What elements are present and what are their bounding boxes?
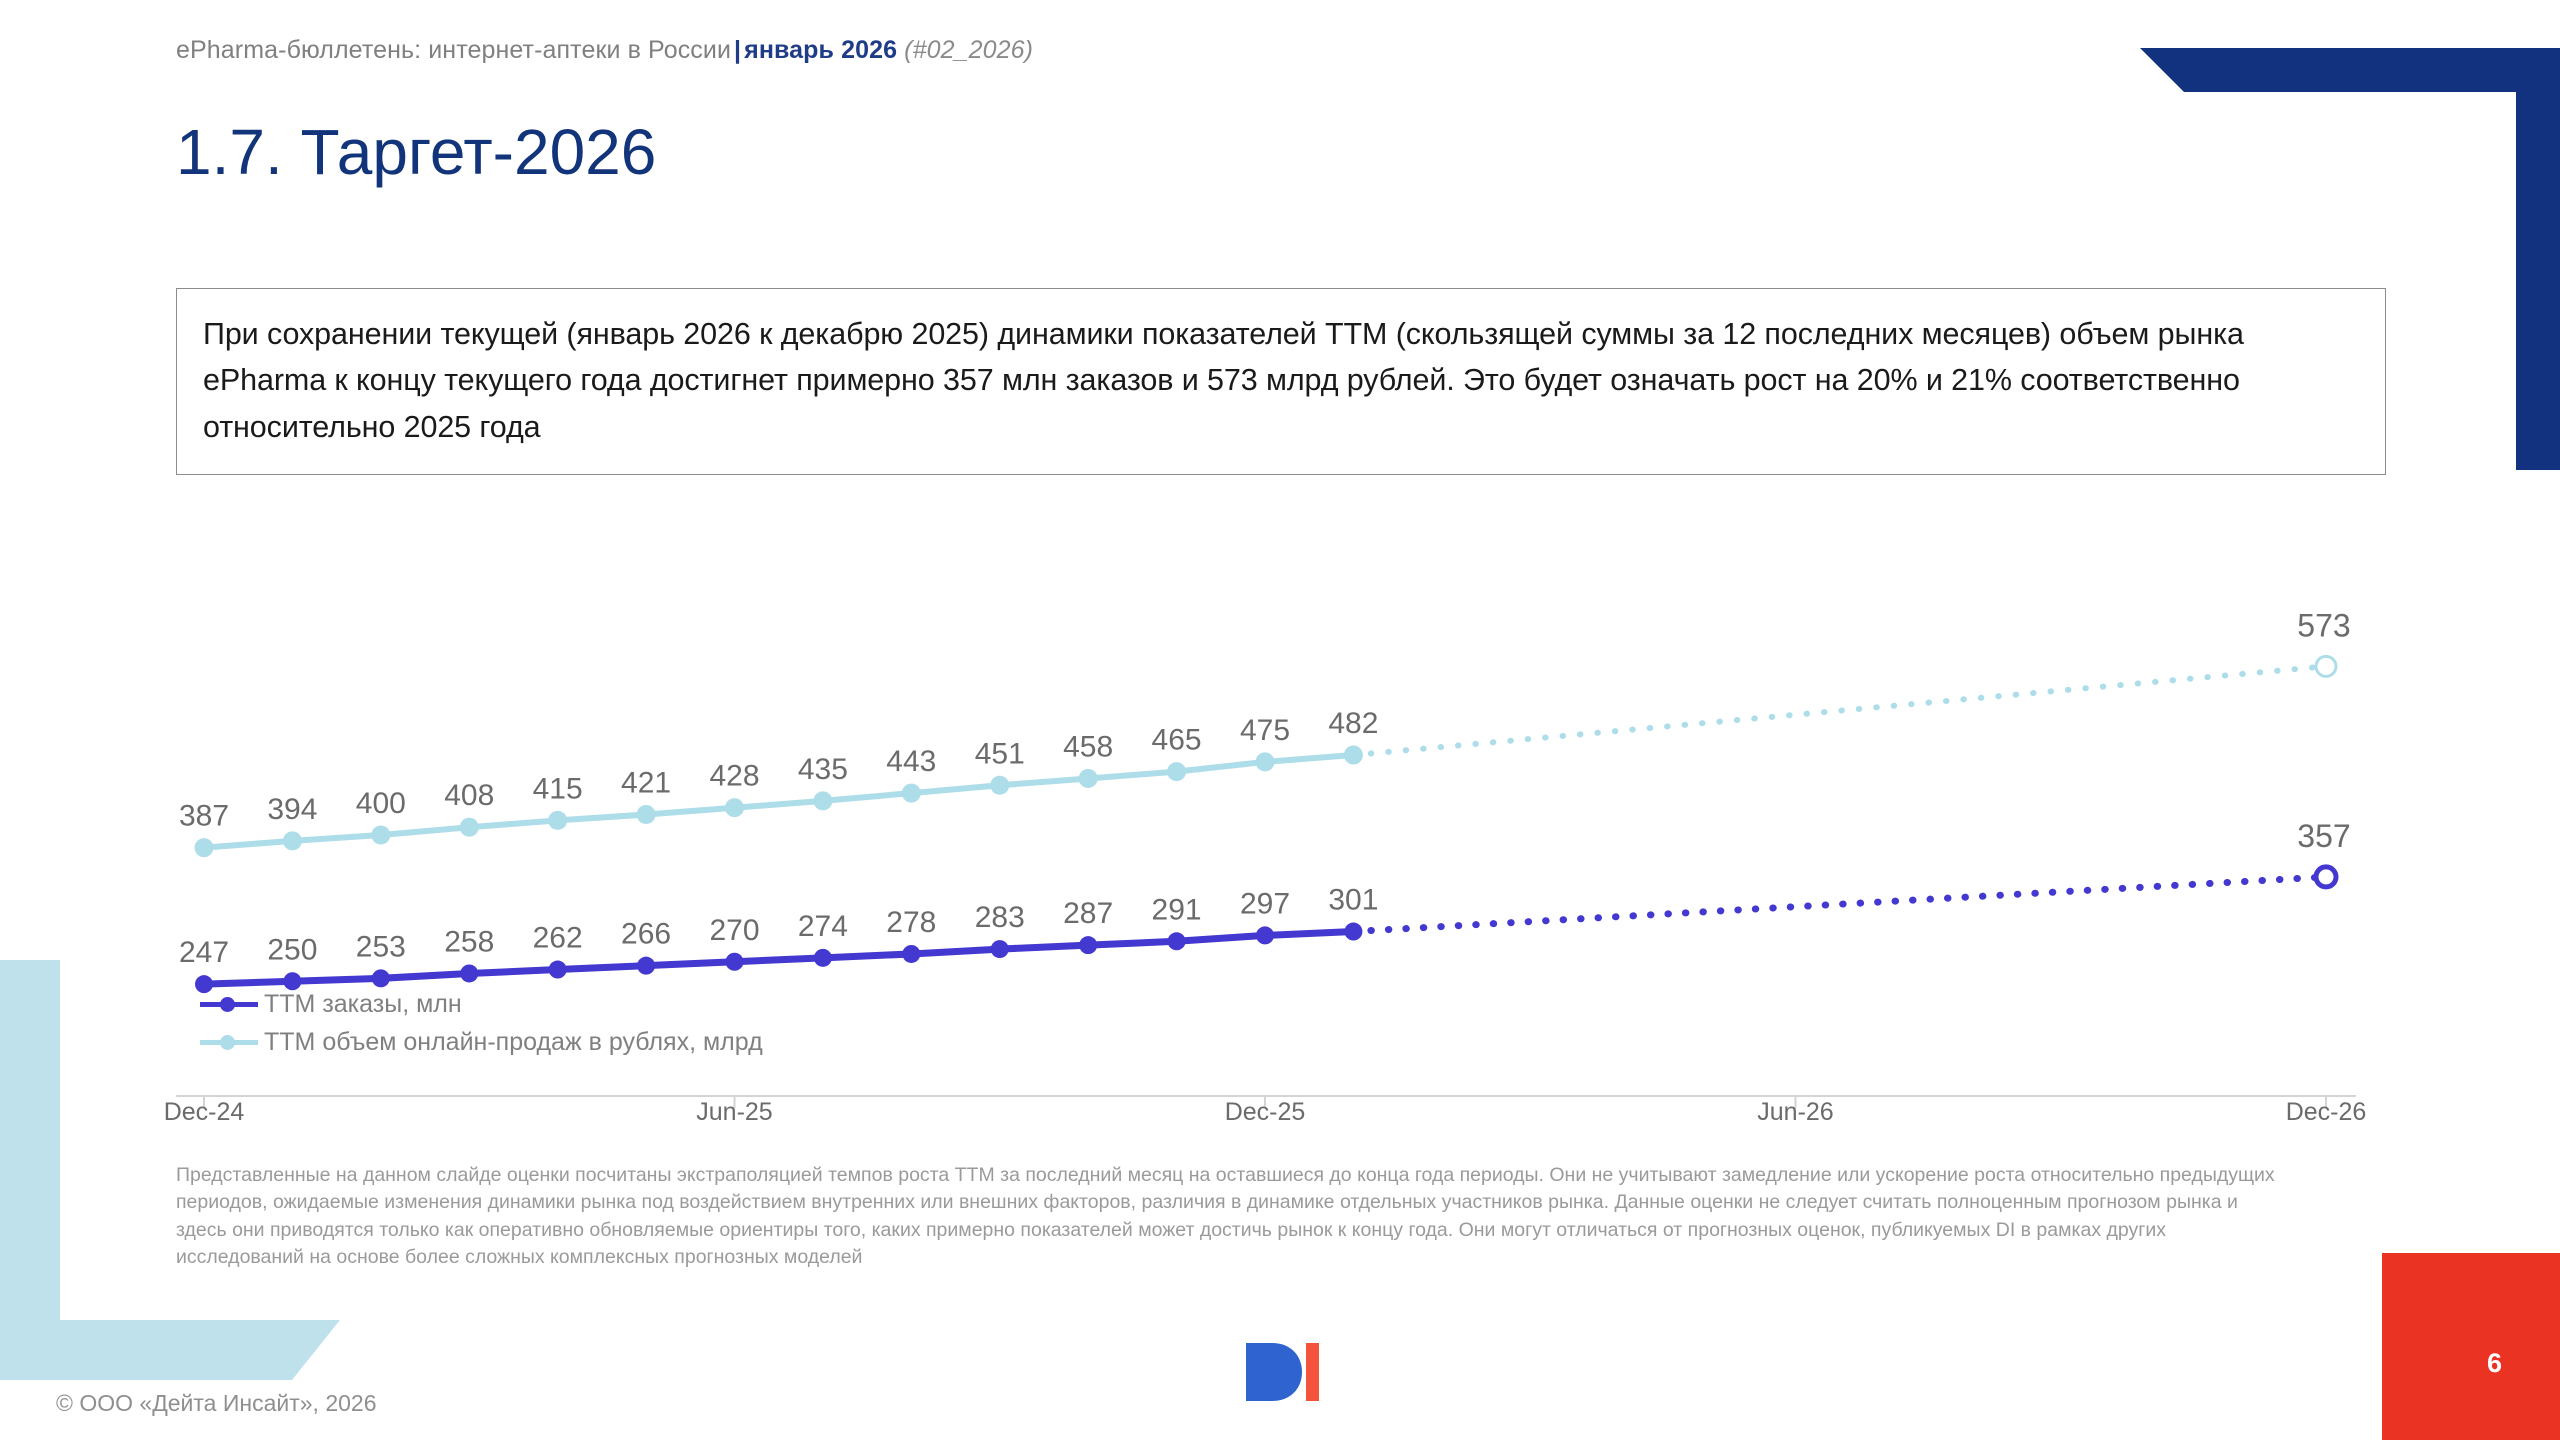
chart-value-label-series-1-point-5: 421: [621, 767, 671, 800]
chart-value-label-series-1-point-8: 443: [886, 745, 936, 778]
chart-x-label-dec-25: Dec-25: [1224, 1098, 1306, 1126]
summary-callout-box: При сохранении текущей (январь 2026 к де…: [176, 288, 2386, 476]
chart-value-label-series-0-point-13: 301: [1328, 884, 1378, 917]
chart-marker-series-1-point-13: [1343, 745, 1363, 765]
chart-marker-series-1-point-0: [194, 838, 214, 858]
chart-value-label-series-1-point-1: 394: [267, 793, 317, 826]
chart-marker-series-0-point-3: [460, 964, 479, 983]
chart-marker-series-0-point-7: [813, 948, 832, 967]
chart-value-label-series-0-point-7: 274: [798, 910, 848, 943]
chart-forecast-label-series-0: 357: [2297, 818, 2350, 854]
chart-footnote: Представленные на данном слайде оценки п…: [176, 1162, 2286, 1271]
chart-value-label-series-1-point-10: 458: [1063, 730, 1113, 763]
copyright-text: © ООО «Дейта Инсайт», 2026: [56, 1390, 377, 1416]
chart-value-label-series-0-point-6: 270: [709, 914, 759, 947]
chart-marker-series-0-point-10: [1079, 936, 1098, 955]
chart-forecast-line-series-1: [1350, 663, 2329, 759]
chart-x-label-jun-26: Jun-26: [1757, 1098, 1834, 1126]
page-number: 6: [2486, 1348, 2502, 1378]
chart-x-label-dec-26: Dec-26: [2285, 1098, 2367, 1126]
chart-x-axis-labels: Dec-24 Jun-25 Dec-25 Jun-26 Dec-26: [164, 1098, 2367, 1138]
legend-item-revenue[interactable]: TTM объем онлайн-продаж в рублях, млрд: [200, 1023, 763, 1061]
chart-value-label-series-0-point-9: 283: [975, 901, 1025, 934]
chart-marker-series-0-point-0: [195, 975, 213, 994]
di-logo: [1244, 1341, 1320, 1403]
chart-value-label-series-0-point-1: 250: [267, 933, 317, 966]
chart-marker-series-1-point-1: [282, 831, 302, 851]
legend-swatch-orders: [200, 996, 258, 1012]
chart-forecast-marker-series-1: [2314, 654, 2338, 678]
chart-forecast-label-series-1: 573: [2297, 607, 2350, 643]
header-separator: |: [734, 36, 742, 64]
bulletin-header: ePharma-бюллетень: интернет-аптеки в Рос…: [176, 36, 1033, 65]
chart-value-label-series-0-point-5: 266: [621, 918, 671, 951]
chart-marker-series-1-point-11: [1167, 762, 1187, 782]
chart-marker-series-1-point-8: [901, 783, 921, 803]
page-title: 1.7. Таргет-2026: [176, 116, 657, 188]
chart-marker-series-1-point-2: [371, 825, 391, 845]
chart-value-label-series-0-point-3: 258: [444, 925, 494, 958]
chart-value-label-series-1-point-11: 465: [1152, 724, 1202, 757]
chart-value-label-series-1-point-9: 451: [975, 737, 1025, 770]
chart-value-label-series-1-point-3: 408: [444, 779, 494, 812]
chart-value-label-series-1-point-13: 482: [1328, 707, 1378, 740]
chart-marker-series-0-point-5: [637, 956, 656, 975]
chart-value-label-series-0-point-10: 287: [1063, 897, 1113, 930]
chart-x-label-dec-24: Dec-24: [163, 1098, 245, 1126]
chart-marker-series-1-point-7: [813, 791, 833, 811]
legend-label-orders: TTM заказы, млн: [264, 989, 462, 1018]
page-number-badge: [2382, 1253, 2560, 1440]
chart-marker-series-0-point-12: [1256, 926, 1274, 945]
ttm-forecast-chart: 247 250 253 258 262 266 270 274 278 283 287 291 297 3…: [176, 560, 2356, 1120]
chart-value-label-series-1-point-7: 435: [798, 753, 848, 786]
bulletin-issue-month: январь 2026: [744, 36, 898, 64]
chart-marker-series-1-point-9: [990, 775, 1010, 795]
legend-label-revenue: TTM объем онлайн-продаж в рублях, млрд: [264, 1027, 763, 1056]
bulletin-issue-code: (#02_2026): [904, 36, 1034, 64]
chart-axis-ticks: [203, 1096, 2327, 1108]
bulletin-name: ePharma-бюллетень: интернет-аптеки в Рос…: [176, 36, 732, 64]
chart-value-label-series-1-point-6: 428: [709, 760, 759, 793]
chart-value-label-series-0-point-8: 278: [886, 906, 936, 939]
chart-line-series-0: [200, 928, 1357, 988]
chart-value-label-series-0-point-0: 247: [179, 936, 229, 969]
chart-line-series-1: [201, 752, 1357, 851]
chart-marker-series-0-point-4: [548, 960, 567, 979]
chart-value-label-series-0-point-12: 297: [1240, 887, 1290, 920]
chart-forecast-line-series-0: [1349, 873, 2330, 936]
chart-marker-series-1-point-10: [1078, 768, 1098, 788]
chart-value-label-series-1-point-2: 400: [356, 787, 406, 820]
chart-marker-series-1-point-5: [636, 805, 656, 825]
chart-marker-series-1-point-4: [548, 810, 568, 830]
chart-value-label-series-0-point-2: 253: [356, 930, 406, 963]
chart-marker-series-0-point-13: [1344, 922, 1363, 941]
chart-marker-series-0-point-11: [1167, 932, 1186, 951]
chart-value-label-series-0-point-11: 291: [1152, 893, 1202, 926]
legend-swatch-revenue: [200, 1034, 258, 1050]
chart-marker-series-1-point-6: [725, 798, 744, 818]
chart-value-label-series-1-point-4: 415: [533, 772, 583, 805]
chart-legend: TTM заказы, млн TTM объем онлайн-продаж …: [200, 985, 763, 1061]
chart-footnote-text: Представленные на данном слайде оценки п…: [176, 1164, 2275, 1268]
chart-marker-series-0-point-9: [990, 940, 1009, 959]
legend-item-orders[interactable]: TTM заказы, млн: [200, 985, 763, 1023]
chart-x-label-jun-25: Jun-25: [696, 1098, 773, 1126]
chart-value-label-series-0-point-4: 262: [533, 922, 583, 955]
chart-value-label-series-1-point-12: 475: [1240, 714, 1290, 747]
chart-marker-series-0-point-8: [902, 944, 921, 963]
summary-callout-text: При сохранении текущей (январь 2026 к де…: [203, 317, 2244, 444]
chart-value-label-series-1-point-0: 387: [179, 800, 229, 833]
chart-marker-series-0-point-1: [283, 972, 302, 991]
chart-marker-series-1-point-3: [459, 817, 479, 837]
chart-marker-series-1-point-12: [1255, 752, 1275, 772]
chart-canvas: 247 250 253 258 262 266 270 274 278 283 287 291 297 3…: [176, 607, 2356, 1108]
chart-marker-series-0-point-6: [725, 952, 744, 971]
chart-marker-series-0-point-2: [371, 969, 390, 988]
chart-forecast-marker-series-0: [2313, 864, 2339, 890]
